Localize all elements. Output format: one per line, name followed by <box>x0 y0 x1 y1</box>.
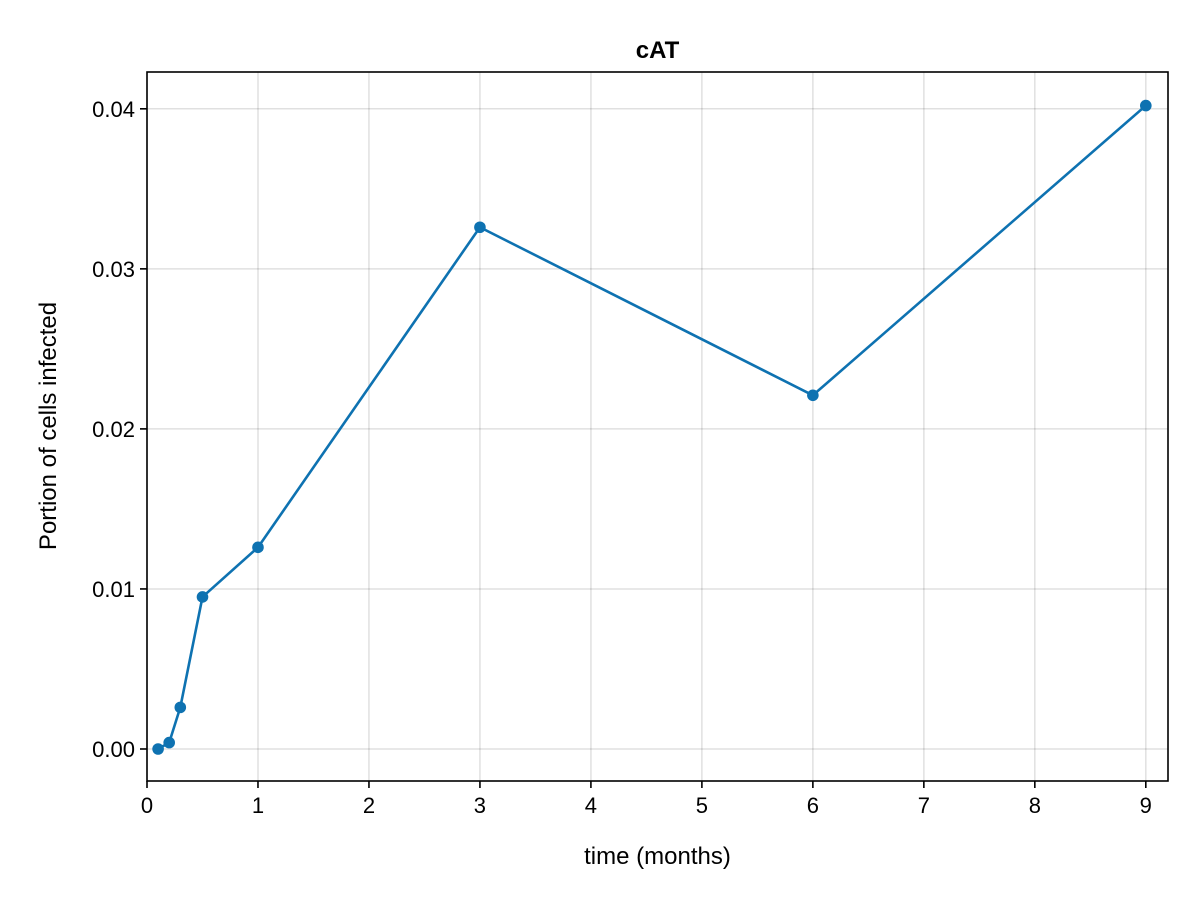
grid <box>146 72 1168 781</box>
data-point <box>807 389 819 402</box>
x-tick-label: 5 <box>696 793 708 818</box>
y-tick-label: 0.00 <box>92 737 135 762</box>
x-tick-label: 6 <box>807 793 819 818</box>
data-point <box>1140 99 1152 112</box>
y-tick-label: 0.02 <box>92 417 135 442</box>
data-point <box>196 591 209 603</box>
x-axis-ticks: 0 1 2 3 4 5 6 7 8 9 <box>141 781 1152 818</box>
x-axis-title: time (months) <box>584 843 731 870</box>
series-line <box>157 104 1147 751</box>
x-tick-label: 0 <box>141 793 153 818</box>
plot-frame <box>146 71 1169 782</box>
y-tick-label: 0.04 <box>92 97 135 122</box>
data-point <box>152 743 164 755</box>
y-axis-title: Portion of cells infected <box>35 302 62 550</box>
x-tick-label: 2 <box>363 793 375 818</box>
data-point <box>163 736 175 749</box>
x-tick-label: 9 <box>1140 793 1152 818</box>
data-point <box>174 701 187 714</box>
x-tick-label: 8 <box>1029 793 1041 818</box>
x-tick-label: 4 <box>585 793 597 818</box>
x-tick-label: 1 <box>252 793 264 818</box>
y-axis-ticks: 0.00 0.01 0.02 0.03 0.04 <box>92 97 147 762</box>
x-tick-label: 3 <box>474 793 486 818</box>
data-point <box>474 221 486 234</box>
series-layer <box>152 99 1152 755</box>
data-point <box>252 541 264 554</box>
x-tick-label: 7 <box>918 793 930 818</box>
y-tick-label: 0.03 <box>92 257 135 282</box>
y-tick-label: 0.01 <box>92 577 135 602</box>
chart-title: cAT <box>636 37 680 64</box>
